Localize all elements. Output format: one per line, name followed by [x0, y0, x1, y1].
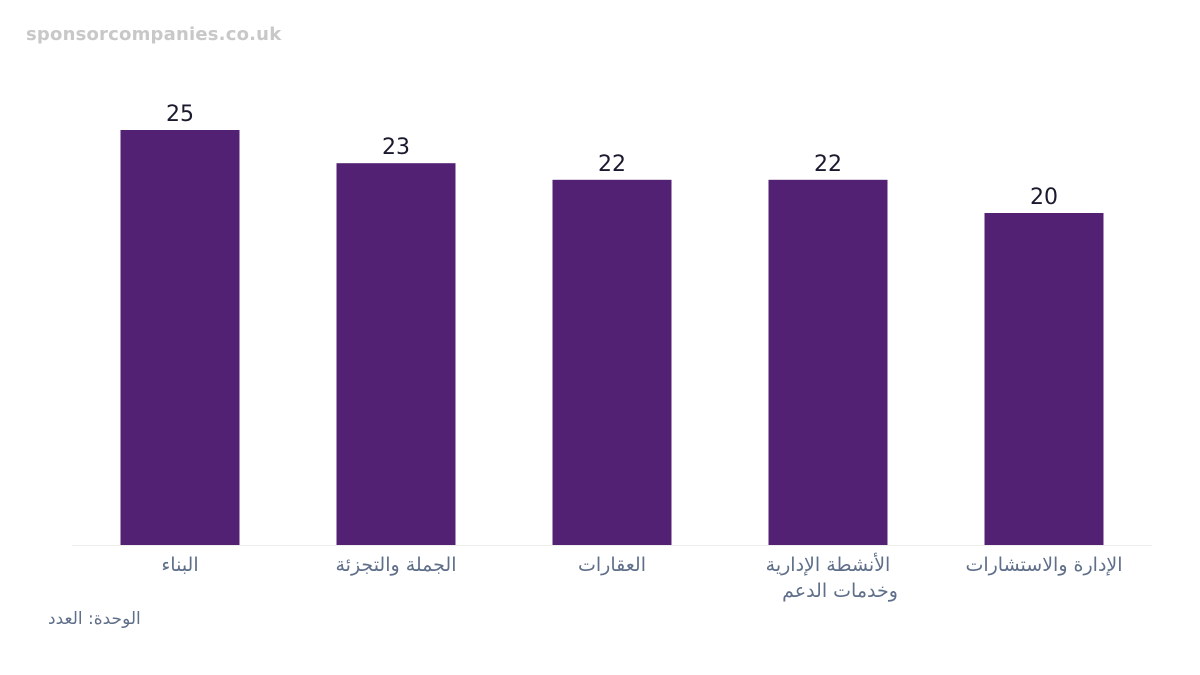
category-label-line: وخدمات الدعم	[782, 580, 898, 602]
bar-value-label: 22	[814, 152, 842, 177]
bar	[552, 179, 672, 546]
bar	[336, 163, 456, 545]
bar	[768, 179, 888, 546]
bar-value-label: 20	[1030, 185, 1058, 210]
bar	[120, 130, 240, 545]
category-label: الإدارة والاستشارات	[965, 554, 1122, 576]
category-label: الجملة والتجزئة	[335, 554, 456, 576]
unit-note: الوحدة: العدد	[48, 609, 141, 629]
category-label-line: الإدارة والاستشارات	[965, 554, 1122, 576]
category-labels-group: البناء الجملة والتجزئة العقارات الأنشطة الإ…	[161, 553, 1122, 602]
category-label: الأنشطة الإدارية وخدمات الدعم	[766, 553, 898, 602]
bar	[984, 213, 1104, 545]
category-label-line: الجملة والتجزئة	[335, 554, 456, 576]
category-label: العقارات	[578, 554, 646, 576]
value-labels-group: 25 23 22 22 20	[166, 102, 1058, 210]
bars-group	[120, 130, 1104, 546]
watermark: sponsorcompanies.co.uk	[26, 24, 282, 45]
bar-value-label: 22	[598, 152, 626, 177]
bar-value-label: 23	[382, 135, 410, 160]
category-label: البناء	[161, 554, 198, 576]
bar-value-label: 25	[166, 102, 194, 127]
category-label-line: البناء	[161, 554, 198, 576]
category-label-line: الأنشطة الإدارية	[766, 553, 891, 576]
category-label-line: العقارات	[578, 554, 646, 576]
